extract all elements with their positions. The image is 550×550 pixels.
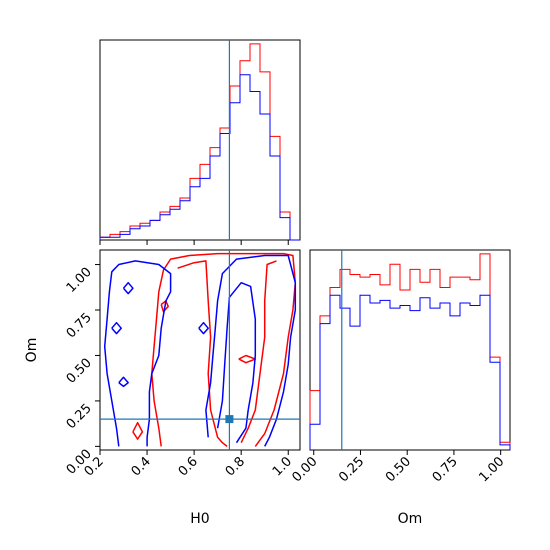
- om-marginal-panel: 0.00 0.25 0.50 0.75 1.00 Om: [289, 249, 511, 527]
- x-tick-label: 0.75: [430, 454, 461, 485]
- histogram-series-red: [309, 253, 511, 450]
- contour-red-inner-1: [177, 260, 228, 447]
- joint-truth-point: [225, 415, 234, 424]
- y-tick-label: 0.25: [64, 401, 95, 432]
- x-tick-label: 0.6: [176, 454, 201, 479]
- x-axis-label-om: Om: [398, 511, 423, 527]
- x-tick-label: 0.4: [129, 454, 154, 479]
- contour-blue-outer-8: [205, 254, 297, 447]
- joint-panel: 0.2 0.4 0.6 0.8 1.0 0.000.250.500.751.00 H0 …: [24, 249, 301, 527]
- x-tick-label: 0.50: [383, 454, 414, 485]
- joint-truth-marker: [100, 250, 300, 450]
- joint-x-ticks: 0.2 0.4 0.6 0.8 1.0: [82, 450, 295, 479]
- x-tick-label: 0.00: [289, 454, 320, 485]
- contour-red-inner-2: [240, 260, 277, 444]
- h0-marginal-frame: [99, 39, 301, 241]
- contour-blue-island-9: [118, 376, 129, 388]
- contour-red-island-4: [160, 300, 169, 313]
- contour-blue-island-11: [198, 321, 209, 335]
- histogram-series-blue: [309, 294, 511, 450]
- om-histograms: [309, 253, 511, 450]
- contour-blue-inner-7: [216, 281, 257, 444]
- y-tick-label: 1.00: [64, 265, 95, 296]
- contour-blue-island-12: [122, 281, 134, 295]
- x-tick-label: 0.25: [336, 454, 367, 485]
- contour-blue-outer-6: [103, 260, 172, 447]
- x-axis-label-h0: H0: [190, 511, 209, 527]
- om-marginal-frame: [309, 249, 511, 451]
- contour-red-island-3: [132, 421, 144, 440]
- histogram-series-blue: [99, 74, 300, 241]
- contour-red-island-5: [238, 354, 257, 364]
- joint-contours: [103, 252, 297, 447]
- h0-marginal-panel: [99, 39, 301, 245]
- y-tick-label: 0.75: [64, 310, 95, 341]
- x-tick-label: 1.00: [476, 454, 507, 485]
- contour-red-outer-0: [151, 252, 297, 447]
- joint-y-ticks: 0.000.250.500.751.00: [64, 264, 100, 478]
- joint-frame: [99, 249, 301, 451]
- x-tick-label: 0.8: [223, 454, 248, 479]
- om-x-ticks: 0.00 0.25 0.50 0.75 1.00: [289, 450, 507, 485]
- contour-blue-island-10: [111, 321, 122, 335]
- y-tick-label: 0.50: [64, 356, 95, 387]
- y-axis-label-om: Om: [24, 338, 40, 363]
- h0-marginal-ticks: [99, 240, 289, 245]
- h0-histograms: [99, 43, 300, 241]
